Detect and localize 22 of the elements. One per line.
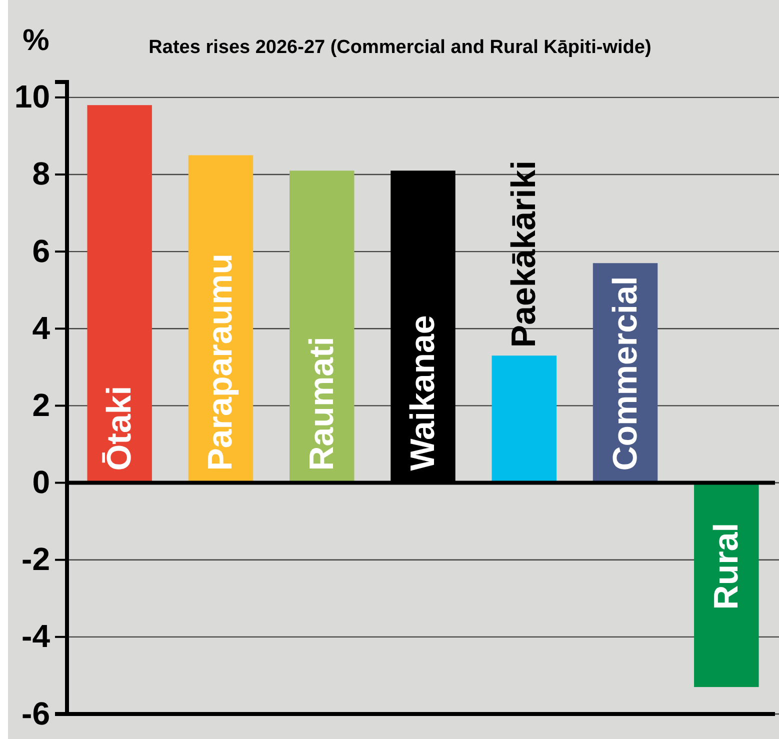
x-tick-label: Ōtaki [100, 386, 139, 471]
x-tick-label: Waikanae [404, 315, 442, 471]
y-tick-label: -2 [22, 541, 50, 578]
y-axis-title: % [22, 24, 50, 57]
y-tick-label: 10 [14, 78, 50, 115]
bar [492, 356, 556, 483]
x-tick-label: Rural [707, 522, 746, 610]
x-tick-label: Raumati [302, 336, 341, 471]
bar [694, 482, 759, 688]
y-tick-label: 2 [32, 386, 50, 423]
x-tick-label: Paraparaumu [202, 253, 240, 471]
y-tick-label: 4 [32, 310, 50, 346]
y-tick-label: -4 [22, 618, 50, 654]
y-tick-label: 8 [32, 156, 50, 192]
y-tick-label: 6 [32, 232, 50, 269]
chart-title: Rates rises 2026-27 (Commercial and Rural Kāpiti-wide) [148, 37, 652, 58]
bar [290, 170, 354, 483]
bar [87, 105, 152, 483]
y-tick-label: -6 [22, 695, 50, 732]
y-tick-label: 0 [32, 464, 50, 500]
x-tick-label: Commercial [606, 276, 644, 471]
x-tick-label: Paekākāriki [505, 160, 544, 348]
